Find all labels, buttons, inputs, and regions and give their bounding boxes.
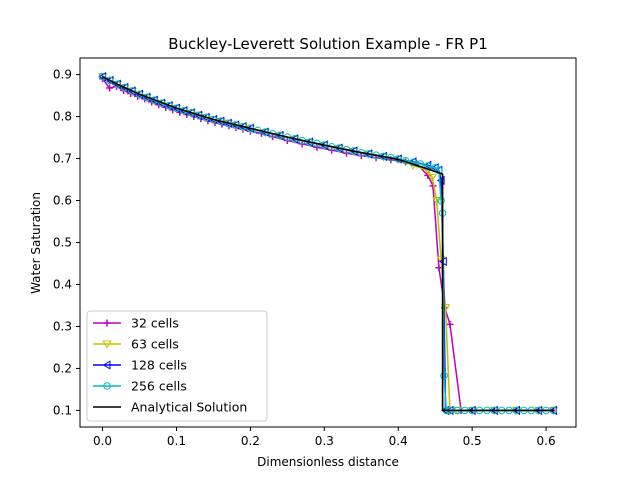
y-tick-label: 0.3 — [53, 319, 72, 333]
chart-title: Buckley-Leverett Solution Example - FR P… — [168, 35, 487, 53]
x-tick-label: 0.4 — [389, 434, 408, 448]
legend-item-256-cells: 256 cells — [93, 379, 187, 394]
y-tick-label: 0.9 — [53, 68, 72, 82]
legend-label: 256 cells — [131, 379, 187, 394]
data-point-32-cells — [446, 320, 454, 328]
x-tick-label: 0.1 — [167, 434, 186, 448]
series-line-analytical-solution — [102, 75, 554, 412]
data-point-256-cells — [437, 196, 445, 205]
data-point-32-cells — [106, 84, 114, 92]
y-tick-label: 0.5 — [53, 236, 72, 250]
y-tick-label: 0.2 — [53, 361, 72, 375]
data-point-128-cells — [436, 175, 445, 186]
x-axis: 0.0 0.1 0.2 0.3 0.4 0.5 0.6 — [93, 427, 556, 448]
legend-item-analytical-solution: Analytical Solution — [93, 400, 247, 415]
legend-box — [86, 310, 268, 422]
x-tick-label: 0.2 — [241, 434, 260, 448]
data-point-256-cells — [128, 87, 136, 95]
data-point-63-cells — [427, 173, 437, 183]
data-point-256-cells — [135, 90, 144, 99]
data-point-63-cells — [431, 197, 442, 206]
legend-label: 63 cells — [131, 337, 179, 352]
legend-marker — [103, 382, 111, 390]
data-point-256-cells — [113, 80, 122, 89]
legend-marker — [103, 319, 111, 327]
data-point-256-cells — [187, 108, 196, 117]
series-analytical-solution — [102, 75, 554, 412]
legend-marker — [102, 340, 112, 349]
x-tick-label: 0.3 — [315, 434, 334, 448]
legend: 32 cells 63 cells 128 cells 256 cells Analyt… — [86, 310, 268, 422]
y-axis: 0.1 0.2 0.3 0.4 0.5 0.6 0.7 0.8 0.9 — [53, 68, 80, 417]
data-point-256-cells — [120, 83, 129, 92]
x-axis-label: Dimensionless distance — [257, 455, 399, 469]
legend-label: 32 cells — [131, 316, 179, 331]
data-point-256-cells — [440, 371, 448, 380]
legend-item-32-cells: 32 cells — [93, 316, 179, 331]
data-point-256-cells — [143, 93, 151, 102]
data-point-256-cells — [106, 76, 114, 85]
x-tick-label: 0.6 — [537, 434, 556, 448]
y-tick-label: 0.7 — [53, 152, 72, 166]
legend-marker — [102, 360, 111, 370]
data-point-256-cells — [202, 113, 210, 122]
data-point-256-cells — [150, 96, 159, 104]
y-axis-label: Water Saturation — [29, 192, 43, 294]
data-point-256-cells — [172, 104, 181, 112]
y-tick-label: 0.4 — [53, 277, 72, 291]
y-tick-label: 0.1 — [53, 403, 72, 417]
legend-label: 128 cells — [131, 358, 187, 373]
plot-area — [97, 72, 559, 416]
data-point-256-cells — [98, 72, 107, 81]
legend-item-128-cells: 128 cells — [93, 358, 187, 373]
y-tick-label: 0.8 — [53, 110, 72, 124]
legend-item-63-cells: 63 cells — [93, 337, 179, 352]
x-tick-label: 0.5 — [463, 434, 482, 448]
y-tick-label: 0.6 — [53, 194, 72, 208]
x-tick-label: 0.0 — [93, 434, 112, 448]
legend-label: Analytical Solution — [131, 400, 247, 415]
data-point-256-cells — [165, 101, 173, 110]
